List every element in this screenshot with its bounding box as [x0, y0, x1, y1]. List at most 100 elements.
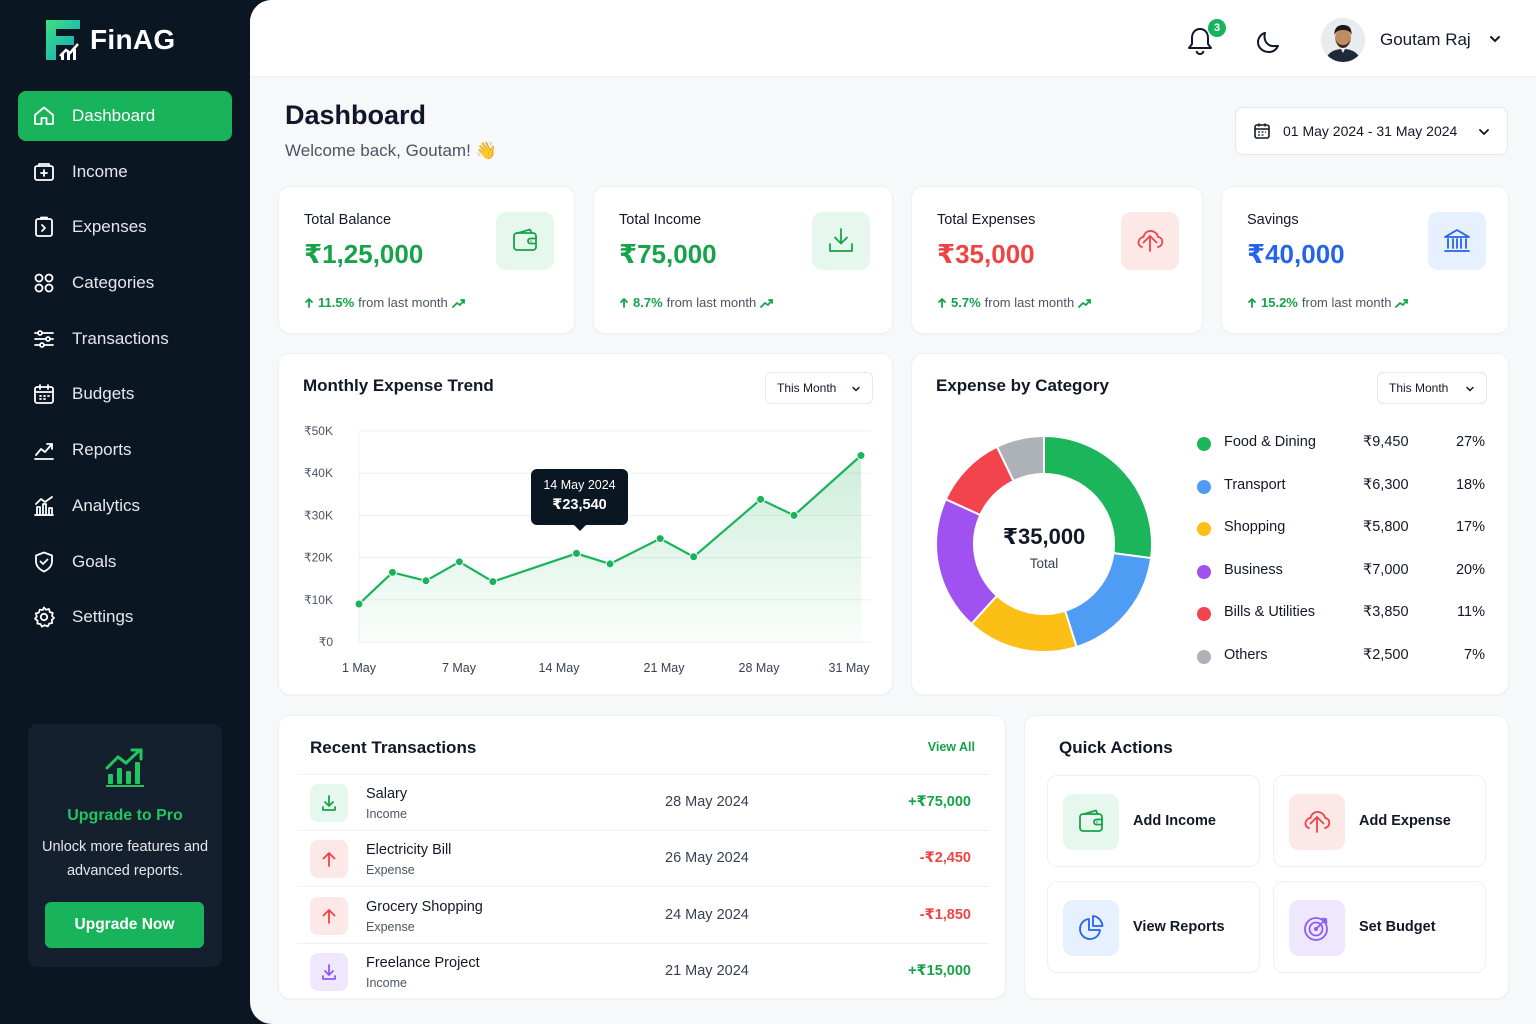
user-name[interactable]: Goutam Raj: [1380, 30, 1471, 49]
app-logo[interactable]: FinAG: [44, 18, 176, 62]
trend-period-dropdown[interactable]: This Month: [765, 372, 873, 404]
trend-area: [359, 455, 861, 642]
sliders-icon: [34, 329, 54, 348]
donut-slice-others[interactable]: [995, 434, 1045, 483]
table-row[interactable]: Freelance Project Income 21 May 2024 +₹1…: [297, 944, 989, 1000]
shield-check-icon: [35, 551, 53, 572]
transaction-name: Electricity Bill: [366, 842, 452, 859]
legend-percent: 18%: [1455, 476, 1485, 493]
quick-action-add-expense[interactable]: Add Expense: [1273, 775, 1486, 867]
trend-up-small-icon: [1395, 298, 1409, 308]
sidebar-item-transactions[interactable]: Transactions: [18, 314, 232, 364]
legend-amount: ₹9,450: [1363, 434, 1409, 450]
y-tick-label: ₹0: [319, 635, 334, 649]
avatar[interactable]: [1321, 18, 1365, 62]
sidebar-item-label: Analytics: [72, 495, 141, 515]
quick-action-set-budget[interactable]: Set Budget: [1273, 881, 1486, 973]
category-period-dropdown[interactable]: This Month: [1377, 372, 1487, 404]
stat-value: ₹1,25,000: [304, 239, 424, 269]
legend-amount: ₹3,850: [1363, 604, 1409, 621]
legend-percent: 20%: [1455, 561, 1485, 578]
calendar-icon: [1254, 123, 1270, 139]
trend-point: [756, 494, 766, 504]
legend-amount: ₹6,300: [1363, 476, 1409, 493]
arrow-up-small-icon: [620, 297, 628, 308]
stat-change-suffix: from last month: [984, 295, 1075, 310]
transaction-date: 28 May 2024: [665, 794, 749, 810]
legend-label: Others: [1224, 647, 1268, 663]
transaction-date: 24 May 2024: [665, 906, 749, 923]
transaction-icon-box: [310, 952, 348, 991]
sidebar-item-income[interactable]: Income: [18, 147, 232, 197]
moon-icon[interactable]: [1256, 28, 1282, 54]
expense-trend-title: Monthly Expense Trend: [303, 376, 494, 395]
trend-up-small-icon: [760, 298, 774, 308]
legend-dot: [1197, 522, 1211, 537]
transaction-amount: +₹75,000: [908, 794, 971, 810]
upload-icon: [1304, 811, 1331, 833]
sidebar-item-label: Reports: [72, 440, 132, 460]
expense-donut-chart: [935, 434, 1153, 653]
upgrade-now-button[interactable]: Upgrade Now: [45, 902, 204, 948]
table-row[interactable]: Salary Income 28 May 2024 +₹75,000: [297, 775, 989, 831]
x-tick-label: 1 May: [342, 661, 377, 675]
stat-change-suffix: from last month: [1301, 295, 1392, 310]
sidebar-item-analytics[interactable]: Analytics: [18, 481, 232, 531]
sidebar-item-label: Settings: [72, 607, 134, 627]
table-row[interactable]: Electricity Bill Expense 26 May 2024 -₹2…: [297, 831, 989, 888]
chevron-down-icon[interactable]: [1488, 32, 1502, 46]
category-period-label: This Month: [1389, 381, 1449, 395]
y-tick-label: ₹30K: [304, 508, 333, 522]
bell-icon[interactable]: [1186, 26, 1214, 56]
quick-action-label: Set Budget: [1359, 919, 1436, 935]
legend-item: Business ₹7,000 20%: [1197, 559, 1497, 583]
sidebar-item-expenses[interactable]: Expenses: [18, 202, 232, 252]
download-icon: [829, 228, 853, 252]
chart-tooltip: 14 May 2024 ₹23,540: [531, 469, 628, 531]
view-all-link[interactable]: View All: [927, 740, 975, 754]
date-range-picker[interactable]: 01 May 2024 - 31 May 2024: [1235, 107, 1508, 155]
legend-label: Bills & Utilities: [1224, 604, 1316, 621]
chevron-down-icon: [852, 386, 860, 392]
transaction-amount: -₹1,850: [919, 906, 971, 923]
stat-change: 11.5% from last month: [304, 295, 466, 310]
upgrade-title: Upgrade to Pro: [67, 807, 183, 824]
calendar-icon: [34, 384, 54, 405]
sidebar-item-label: Expenses: [72, 217, 147, 237]
stat-label: Savings: [1247, 212, 1299, 228]
sidebar-item-categories[interactable]: Categories: [18, 258, 232, 308]
transaction-name: Grocery Shopping: [366, 898, 483, 915]
trend-point: [454, 557, 464, 567]
y-tick-label: ₹20K: [304, 551, 333, 565]
stat-card-total-expenses: Total Expenses ₹35,000 5.7% from last mo…: [911, 186, 1203, 334]
sidebar-item-budgets[interactable]: Budgets: [18, 369, 232, 419]
quick-action-view-reports[interactable]: View Reports: [1047, 881, 1260, 973]
sidebar-item-reports[interactable]: Reports: [18, 425, 232, 475]
sidebar-item-settings[interactable]: Settings: [18, 592, 232, 642]
sidebar-item-label: Categories: [72, 273, 155, 293]
stat-icon-box: [1428, 212, 1486, 270]
chevron-down-icon: [1479, 129, 1489, 136]
y-tick-label: ₹50K: [304, 424, 333, 438]
trend-point: [789, 510, 799, 520]
gear-icon: [34, 606, 55, 628]
sidebar-nav: Dashboard Income Expenses Categories Tra…: [18, 91, 232, 648]
trend-point: [605, 559, 615, 569]
transaction-date: 26 May 2024: [665, 850, 749, 867]
sidebar-item-label: Transactions: [72, 328, 169, 348]
sidebar-item-dashboard[interactable]: Dashboard: [18, 91, 232, 141]
trend-point: [354, 599, 364, 609]
quick-action-add-income[interactable]: Add Income: [1047, 775, 1260, 867]
sidebar-item-goals[interactable]: Goals: [18, 537, 232, 587]
legend-dot: [1197, 607, 1211, 622]
transaction-type: Income: [366, 975, 407, 990]
expense-trend-card: Monthly Expense Trend This Month ₹0 ₹10K ₹…: [278, 353, 893, 695]
table-row[interactable]: Grocery Shopping Expense 24 May 2024 -₹1…: [297, 888, 989, 944]
transaction-date: 21 May 2024: [665, 962, 749, 979]
expense-trend-chart: ₹0 ₹10K ₹20K ₹30K ₹40K ₹50K 1 May 7 May 14 May 21…: [304, 424, 871, 675]
sidebar-item-label: Budgets: [72, 384, 135, 404]
trend-point: [856, 450, 866, 460]
stat-label: Total Balance: [304, 212, 392, 228]
arrow-up-icon: [322, 852, 336, 868]
page-title: Dashboard: [285, 100, 427, 130]
